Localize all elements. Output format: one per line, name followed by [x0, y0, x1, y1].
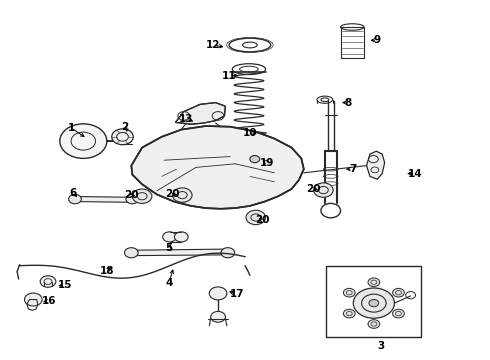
- Polygon shape: [175, 103, 225, 124]
- Polygon shape: [73, 197, 135, 202]
- Text: 20: 20: [255, 215, 270, 225]
- Text: 20: 20: [124, 190, 139, 200]
- Text: 16: 16: [42, 296, 56, 306]
- Ellipse shape: [201, 158, 245, 181]
- Text: 2: 2: [122, 122, 128, 132]
- Text: 12: 12: [206, 40, 220, 50]
- Circle shape: [163, 232, 176, 242]
- Circle shape: [343, 288, 355, 297]
- Text: 8: 8: [344, 98, 351, 108]
- Circle shape: [24, 293, 42, 306]
- Text: 9: 9: [374, 35, 381, 45]
- Text: 19: 19: [260, 158, 274, 168]
- Circle shape: [69, 194, 81, 204]
- Circle shape: [60, 124, 107, 158]
- Circle shape: [246, 210, 266, 225]
- Text: 20: 20: [165, 189, 180, 199]
- Text: 11: 11: [222, 71, 237, 81]
- Circle shape: [172, 188, 192, 202]
- Text: 20: 20: [306, 184, 321, 194]
- Circle shape: [353, 288, 394, 318]
- Text: 3: 3: [377, 341, 384, 351]
- Text: 4: 4: [165, 278, 173, 288]
- Circle shape: [314, 183, 333, 197]
- Polygon shape: [367, 151, 385, 179]
- Text: 17: 17: [229, 289, 244, 299]
- Text: 6: 6: [69, 188, 76, 198]
- Bar: [326, 266, 421, 337]
- Polygon shape: [131, 126, 304, 209]
- Circle shape: [211, 311, 225, 322]
- Text: 15: 15: [58, 280, 73, 291]
- Circle shape: [368, 320, 380, 328]
- Text: 5: 5: [166, 243, 172, 253]
- Circle shape: [343, 309, 355, 318]
- Circle shape: [126, 194, 139, 204]
- Polygon shape: [128, 249, 233, 256]
- Circle shape: [392, 288, 404, 297]
- Circle shape: [209, 287, 227, 300]
- Circle shape: [369, 300, 379, 307]
- Circle shape: [174, 232, 188, 242]
- Circle shape: [40, 276, 56, 287]
- Circle shape: [124, 248, 138, 258]
- Circle shape: [368, 278, 380, 287]
- Circle shape: [132, 189, 152, 203]
- Text: 7: 7: [349, 164, 357, 174]
- Circle shape: [221, 248, 235, 258]
- Text: 14: 14: [408, 168, 423, 179]
- Circle shape: [392, 309, 404, 318]
- Text: 10: 10: [243, 128, 257, 138]
- Circle shape: [112, 129, 133, 145]
- Text: 1: 1: [68, 123, 74, 133]
- Circle shape: [250, 156, 260, 163]
- Text: 13: 13: [179, 114, 194, 124]
- Text: 18: 18: [99, 266, 114, 276]
